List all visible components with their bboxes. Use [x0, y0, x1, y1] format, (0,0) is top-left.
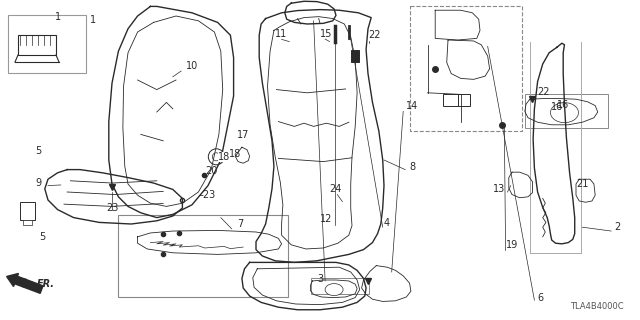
Text: 7: 7	[237, 219, 243, 229]
Bar	[311, 278, 369, 294]
Text: 19: 19	[506, 240, 518, 250]
Text: 4: 4	[384, 218, 390, 228]
Text: 14: 14	[406, 101, 419, 111]
Text: 12: 12	[321, 214, 333, 224]
Bar	[443, 94, 458, 106]
Text: 18: 18	[218, 152, 230, 162]
Bar	[458, 94, 470, 106]
Bar	[23, 220, 32, 225]
Text: 9: 9	[35, 178, 42, 188]
Text: FR.: FR.	[37, 279, 55, 289]
Text: 20: 20	[205, 166, 217, 176]
Text: 1: 1	[90, 15, 96, 25]
Text: 10: 10	[186, 61, 198, 71]
Text: 5: 5	[35, 146, 42, 156]
Text: 11: 11	[275, 29, 287, 39]
Text: 1: 1	[55, 12, 61, 22]
Text: 5: 5	[39, 232, 45, 242]
Text: 18: 18	[229, 149, 241, 159]
Text: TLA4B4000C: TLA4B4000C	[570, 302, 624, 311]
Text: 24: 24	[330, 184, 342, 194]
Text: 23: 23	[106, 203, 118, 213]
Text: 13: 13	[493, 184, 506, 194]
Bar	[351, 50, 359, 62]
Bar	[410, 6, 522, 131]
Text: 6: 6	[538, 293, 544, 303]
Ellipse shape	[550, 103, 579, 123]
Text: 8: 8	[410, 162, 416, 172]
FancyArrow shape	[6, 274, 43, 293]
Text: 22: 22	[538, 87, 550, 97]
Bar	[525, 94, 608, 128]
Ellipse shape	[325, 284, 343, 296]
Bar	[118, 215, 288, 297]
Bar	[8, 15, 86, 73]
Circle shape	[209, 149, 225, 165]
Circle shape	[212, 153, 220, 161]
Bar	[20, 202, 35, 220]
Bar	[18, 35, 56, 55]
Text: 2: 2	[614, 222, 621, 232]
Text: 22: 22	[368, 30, 381, 40]
Text: 16: 16	[550, 102, 563, 112]
Text: 21: 21	[576, 179, 588, 189]
Text: 15: 15	[320, 29, 332, 39]
Text: –23: –23	[198, 190, 216, 200]
Text: 16: 16	[557, 100, 569, 110]
Text: 17: 17	[237, 130, 249, 140]
Text: 3: 3	[317, 274, 323, 284]
